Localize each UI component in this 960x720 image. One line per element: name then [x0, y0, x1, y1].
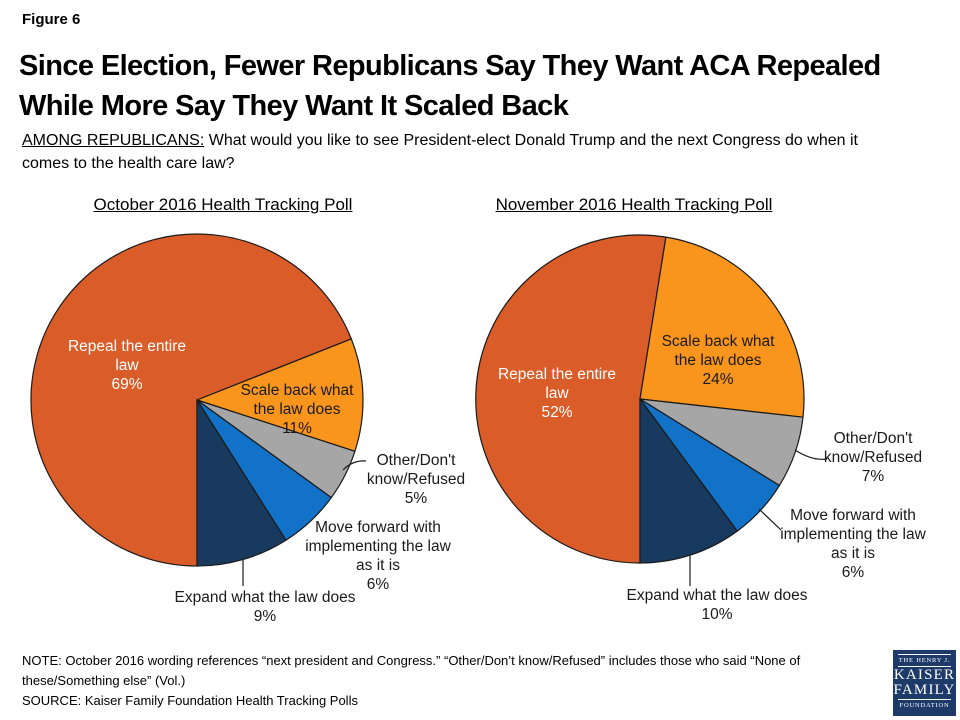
figure-label: Figure 6: [22, 11, 81, 28]
logo-rule-top: [898, 654, 951, 655]
october-pie-leader-other: [342, 460, 367, 471]
source-line: SOURCE: Kaiser Family Foundation Health …: [22, 693, 358, 708]
logo-foundation: FOUNDATION: [899, 702, 950, 709]
november-pie-slice-scale-back: [639, 236, 805, 418]
chart-title-october: October 2016 Health Tracking Poll: [93, 195, 353, 214]
logo-family: FAMILY: [893, 682, 956, 698]
page-title-line-1: Since Election, Fewer Republicans Say Th…: [19, 50, 881, 82]
october-pie-label-other: Other/Don't know/Refused 5%: [366, 452, 466, 507]
november-pie-label-move-forward: Move forward with implementing the law as …: [780, 507, 926, 581]
kff-logo: THE HENRY J. KAISER FAMILY FOUNDATION: [893, 650, 956, 716]
november-pie-label-other: Other/Don't know/Refused 7%: [823, 430, 923, 485]
october-pie-label-repeal: Repeal the entire law 69%: [67, 338, 187, 393]
november-pie-label-scale-back: Scale back what the law does 24%: [661, 333, 775, 388]
october-pie-slice-repeal: [30, 233, 352, 567]
logo-rule-mid: [898, 666, 951, 667]
among-republicans-label: AMONG REPUBLICANS:: [22, 132, 205, 149]
november-pie-leader-other: [794, 449, 828, 460]
logo-rule-bottom: [898, 699, 951, 700]
october-pie-label-scale-back: Scale back what the law does 11%: [240, 382, 354, 437]
november-pie-leader-move-forward: [758, 508, 782, 531]
logo-the-henry-j: THE HENRY J.: [898, 657, 951, 664]
footer: NOTE: October 2016 wording references “n…: [22, 651, 800, 711]
question-body: What would you like to see President-ele…: [22, 132, 858, 172]
note-line-2: these/Something else” (Vol.): [22, 673, 186, 688]
november-pie-label-expand: Expand what the law does 10%: [626, 587, 808, 623]
october-pie-slice-scale-back: [196, 338, 364, 452]
october-pie-label-expand: Expand what the law does 9%: [174, 589, 356, 625]
logo-kaiser: KAISER: [893, 667, 956, 683]
october-pie-label-move-forward: Move forward with implementing the law as …: [305, 519, 451, 593]
november-pie-slice-expand: [639, 398, 738, 564]
chart-title-november: November 2016 Health Tracking Poll: [495, 195, 773, 214]
november-pie-slice-repeal: [475, 234, 667, 564]
page-title-line-2: While More Say They Want It Scaled Back: [19, 90, 569, 122]
question-text: AMONG REPUBLICANS: What would you like t…: [22, 129, 892, 175]
page-title: Since Election, Fewer Republicans Say Th…: [19, 46, 881, 126]
november-pie-label-repeal: Repeal the entire law 52%: [497, 366, 617, 421]
note-line-1: NOTE: October 2016 wording references “n…: [22, 653, 801, 668]
